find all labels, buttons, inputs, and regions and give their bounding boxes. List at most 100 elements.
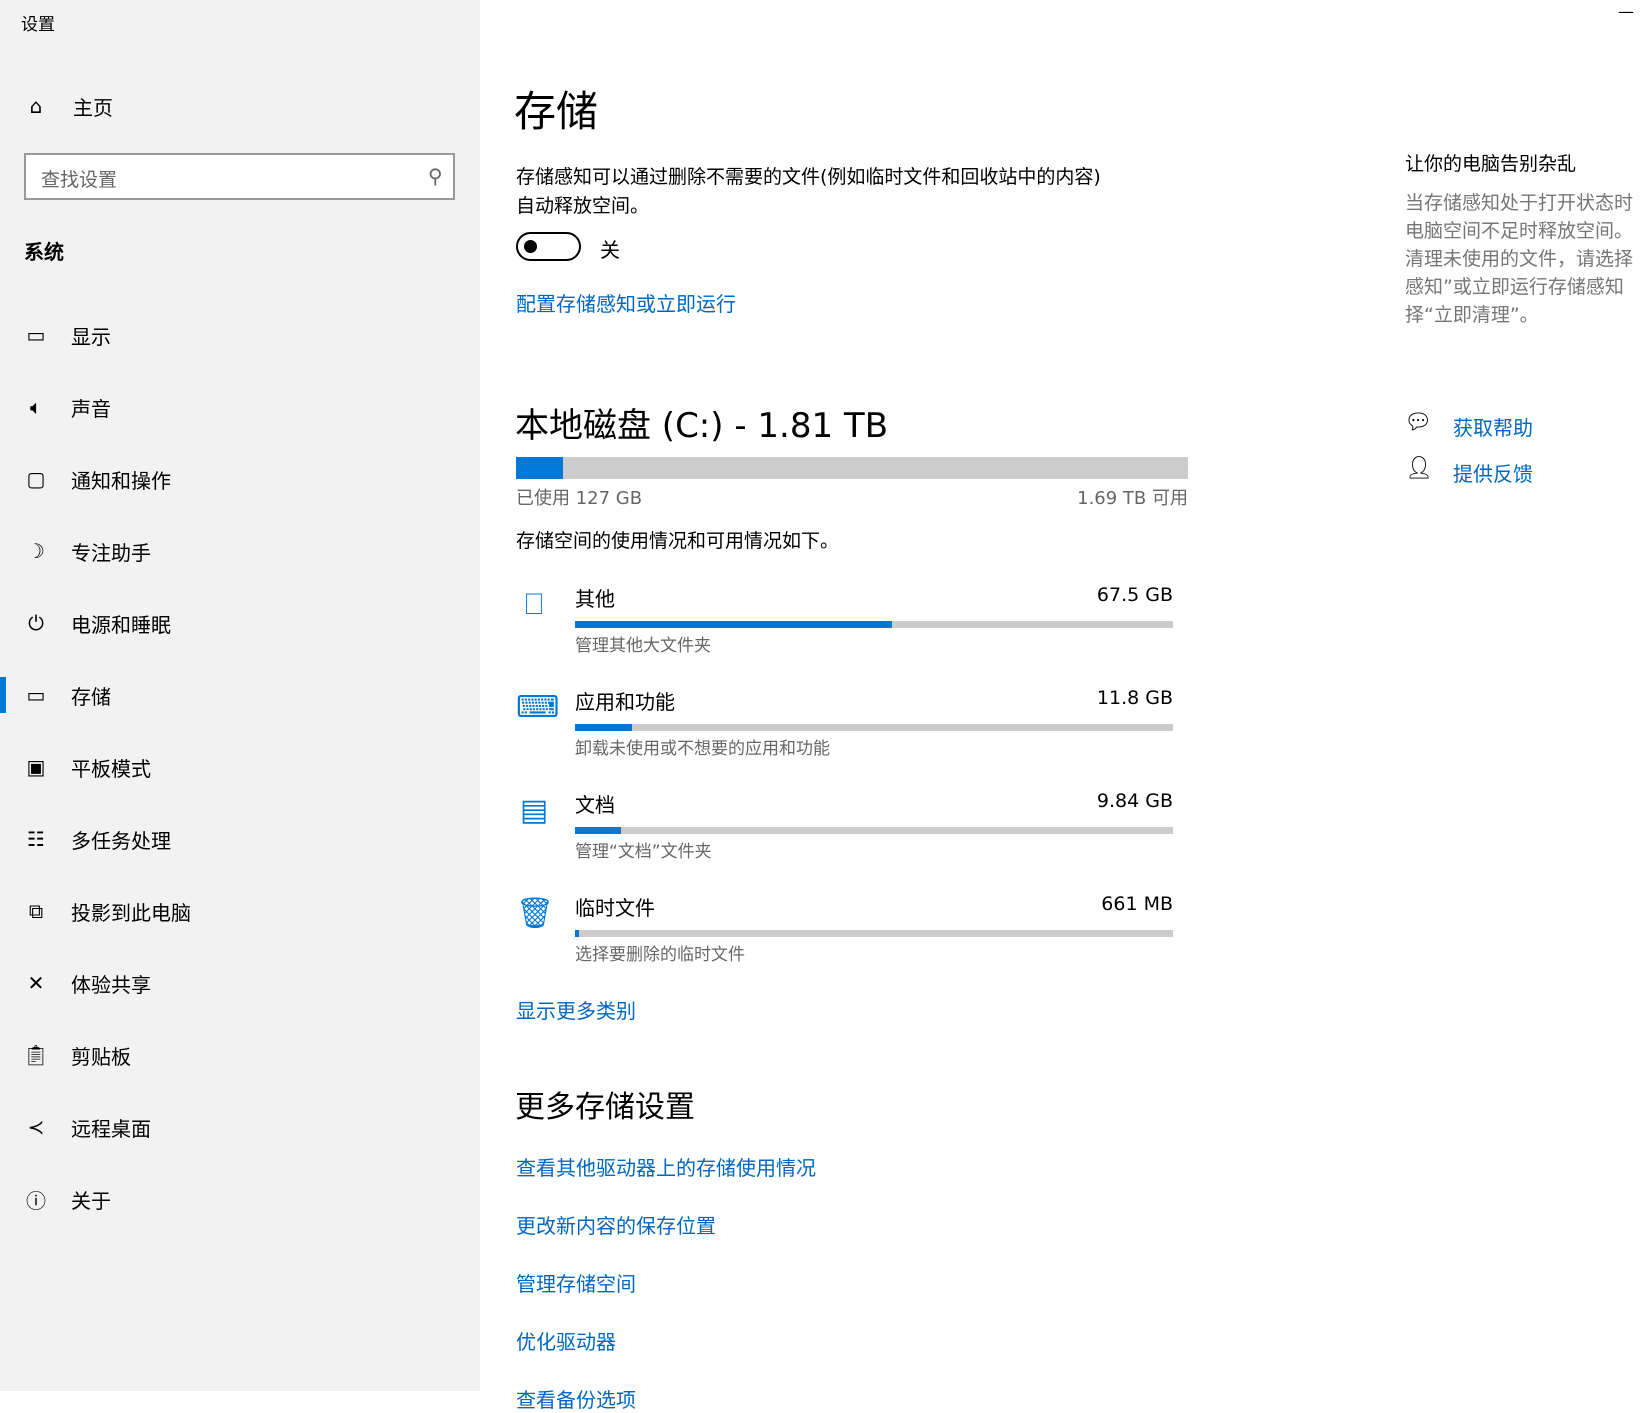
home-label: 主页	[73, 95, 113, 120]
usage-desc: 存储空间的使用情况和可用情况如下。	[516, 530, 840, 552]
category-bar	[575, 930, 1173, 937]
drive-icon: ▭	[26, 683, 46, 707]
category-bar	[575, 724, 1173, 731]
multitask-icon: ☷	[27, 827, 45, 851]
sidebar: 设置 ⌂ 主页 查找设置 ⚲ 系统 ▭ 显示 🔈︎ 声音 ▢ 通知和操作 ☽ 专注助手 …	[0, 0, 480, 1391]
search-input[interactable]: 查找设置 ⚲	[24, 153, 455, 200]
info-icon: ⓘ	[26, 1188, 46, 1213]
category-name: 临时文件	[575, 896, 655, 920]
nav-label: 专注助手	[71, 540, 151, 565]
nav-label: 平板模式	[71, 756, 151, 781]
get-help-link[interactable]: 获取帮助	[1453, 416, 1533, 440]
category-size: 661 MB	[1101, 893, 1173, 915]
moon-icon: ☽	[27, 539, 45, 563]
sidebar-item-multitasking[interactable]: ☷ 多任务处理	[0, 809, 480, 869]
storage-sense-desc: 存储感知可以通过删除不需要的文件(例如临时文件和回收站中的内容)	[516, 166, 1101, 188]
category-subtext: 选择要删除的临时文件	[575, 945, 745, 965]
sidebar-item-display[interactable]: ▭ 显示	[0, 305, 480, 365]
sidebar-item-shared[interactable]: ✕ 体验共享	[0, 953, 480, 1013]
clipboard-icon: 📋︎	[23, 1043, 49, 1067]
nav-label: 存储	[71, 684, 111, 709]
category-subtext: 卸载未使用或不想要的应用和功能	[575, 739, 830, 759]
minimize-icon: —	[1618, 2, 1634, 21]
free-label: 1.69 TB 可用	[1077, 488, 1188, 509]
page-title: 存储	[514, 87, 599, 136]
trash-icon: 🗑︎	[516, 896, 555, 931]
sidebar-item-sound[interactable]: 🔈︎ 声音	[0, 377, 480, 437]
configure-storage-sense-link[interactable]: 配置存储感知或立即运行	[516, 292, 736, 316]
sidebar-item-home[interactable]: ⌂ 主页	[0, 76, 480, 136]
more-storage-settings-heading: 更多存储设置	[515, 1090, 695, 1125]
sidebar-item-storage[interactable]: ▭ 存储	[0, 665, 480, 725]
tips-line: 当存储感知处于打开状态时	[1405, 192, 1634, 214]
disk-title: 本地磁盘 (C:) - 1.81 TB	[515, 406, 889, 446]
show-more-categories-link[interactable]: 显示更多类别	[516, 999, 636, 1023]
category-bar-fill	[575, 621, 892, 628]
category-bar	[575, 827, 1173, 834]
category-size: 11.8 GB	[1096, 687, 1173, 709]
tips-heading: 让你的电脑告别杂乱	[1405, 153, 1577, 175]
category-name: 应用和功能	[575, 690, 675, 714]
window-title: 设置	[21, 15, 55, 35]
folder-icon: ⎕	[525, 587, 543, 622]
help-icon: 💬︎	[1404, 410, 1432, 435]
remote-icon: ≺	[27, 1115, 45, 1139]
feedback-icon: 👤︎	[1405, 456, 1433, 481]
sidebar-item-remote[interactable]: ≺ 远程桌面	[0, 1097, 480, 1157]
category-name: 其他	[575, 587, 615, 611]
sidebar-item-focus[interactable]: ☽ 专注助手	[0, 521, 480, 581]
nav-label: 声音	[71, 396, 111, 421]
keyboard-icon: ⌨	[516, 690, 560, 725]
disk-usage-bar	[516, 457, 1188, 479]
toggle-state: 关	[600, 238, 620, 262]
sidebar-item-tablet[interactable]: ▣ 平板模式	[0, 737, 480, 797]
speaker-icon: 🔈︎	[30, 395, 42, 419]
minimize-button[interactable]: —	[1618, 2, 1634, 21]
disk-usage-fill	[516, 457, 564, 479]
manage-storage-spaces-link[interactable]: 管理存储空间	[516, 1272, 636, 1296]
tablet-icon: ▣	[26, 755, 46, 779]
power-icon: ⏻	[28, 611, 44, 635]
nav-label: 通知和操作	[71, 468, 171, 493]
category-bar-fill	[575, 724, 632, 731]
category-name: 文档	[575, 793, 615, 817]
category-bar	[575, 621, 1173, 628]
change-save-location-link[interactable]: 更改新内容的保存位置	[516, 1214, 716, 1238]
category-size: 9.84 GB	[1096, 790, 1173, 812]
home-icon: ⌂	[29, 94, 43, 118]
storage-sense-toggle[interactable]	[516, 232, 581, 261]
storage-sense-desc-2: 自动释放空间。	[516, 195, 650, 217]
nav-label: 投影到此电脑	[71, 900, 191, 925]
sidebar-item-power[interactable]: ⏻ 电源和睡眠	[0, 593, 480, 653]
section-heading: 系统	[24, 240, 64, 264]
sidebar-item-project[interactable]: ⧉ 投影到此电脑	[0, 881, 480, 941]
documents-icon: ▤	[519, 793, 549, 828]
tips-line: 择“立即清理”。	[1405, 304, 1539, 326]
project-icon: ⧉	[28, 899, 44, 923]
nav-label: 电源和睡眠	[71, 612, 171, 637]
category-bar-fill	[575, 930, 579, 937]
tips-line: 感知”或立即运行存储感知	[1405, 276, 1624, 298]
give-feedback-link[interactable]: 提供反馈	[1453, 462, 1533, 486]
sidebar-item-about[interactable]: ⓘ 关于	[0, 1169, 480, 1229]
category-subtext: 管理其他大文件夹	[575, 636, 711, 656]
category-size: 67.5 GB	[1096, 584, 1173, 606]
other-drives-link[interactable]: 查看其他驱动器上的存储使用情况	[516, 1156, 816, 1180]
backup-options-link[interactable]: 查看备份选项	[516, 1388, 636, 1412]
search-placeholder: 查找设置	[41, 169, 118, 191]
nav-label: 多任务处理	[71, 828, 171, 853]
message-icon: ▢	[26, 467, 46, 491]
nav-label: 体验共享	[71, 972, 151, 997]
monitor-icon: ▭	[26, 323, 46, 347]
sidebar-item-clipboard[interactable]: 📋︎ 剪贴板	[0, 1025, 480, 1085]
used-label: 已使用 127 GB	[516, 488, 643, 509]
optimize-drives-link[interactable]: 优化驱动器	[516, 1330, 616, 1354]
toggle-knob	[524, 240, 537, 253]
sidebar-item-notifications[interactable]: ▢ 通知和操作	[0, 449, 480, 509]
nav-label: 剪贴板	[71, 1044, 131, 1069]
tips-line: 电脑空间不足时释放空间。	[1405, 220, 1634, 242]
category-subtext: 管理“文档”文件夹	[575, 842, 712, 862]
nav-label: 显示	[71, 324, 111, 349]
nav-label: 远程桌面	[71, 1116, 151, 1141]
search-icon[interactable]: ⚲	[428, 164, 443, 188]
